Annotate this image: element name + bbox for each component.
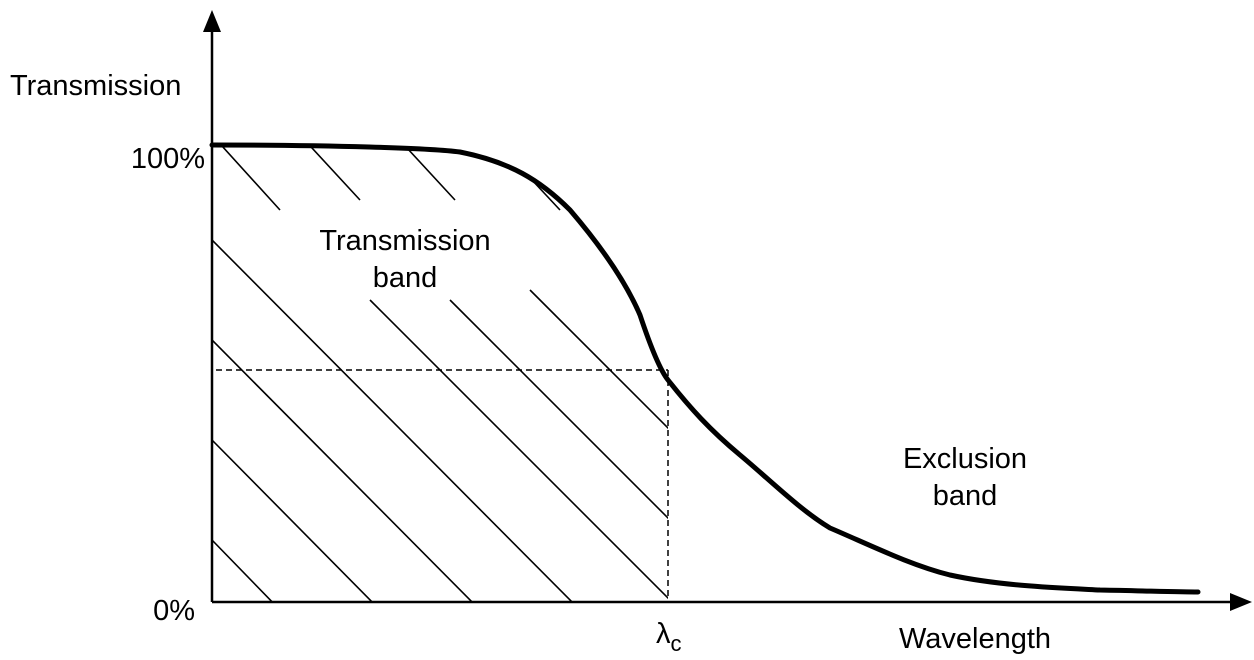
y-axis-arrowhead — [203, 10, 221, 32]
transmission-band-label-line2: band — [373, 262, 438, 294]
transmission-band-label-line1: Transmission — [319, 225, 490, 257]
exclusion-band-label-line1: Exclusion — [903, 443, 1027, 475]
y-tick-0: 0% — [153, 595, 195, 627]
x-axis-arrowhead — [1230, 593, 1252, 611]
transmission-curve — [209, 142, 1201, 595]
y-axis-label: Transmission — [10, 70, 181, 102]
lambda-symbol: λ — [656, 618, 671, 650]
cutoff-wavelength-label: λc — [656, 618, 682, 656]
y-tick-100: 100% — [131, 143, 205, 175]
exclusion-band-label-line2: band — [933, 480, 998, 512]
transmission-band-hatching — [212, 145, 668, 602]
cutoff-subscript: c — [671, 631, 682, 656]
x-axis-label: Wavelength — [899, 623, 1051, 655]
